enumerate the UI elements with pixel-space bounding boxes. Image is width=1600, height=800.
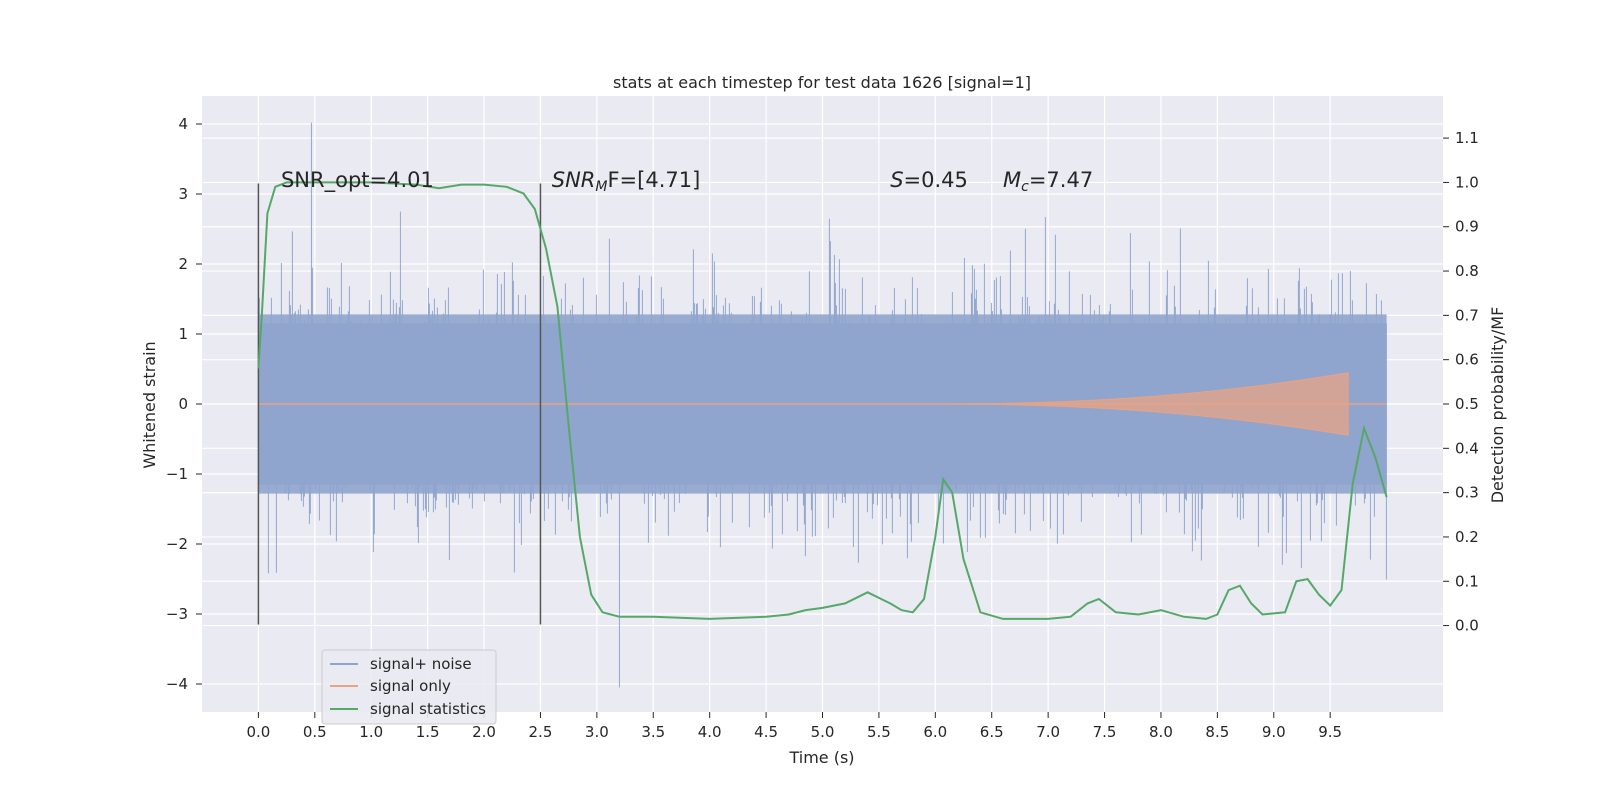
left-axis-ticks: 4 3 2 1 0 −1 −2 −3 −4 bbox=[166, 115, 202, 693]
annotation-snr-mf: SNRMF=[4.71] bbox=[552, 168, 701, 195]
annotation-s-param: S=0.45 bbox=[890, 168, 968, 192]
x-tick-label-14: 7.0 bbox=[1036, 723, 1060, 741]
x-axis-ticks: 0.0 0.5 1.0 1.5 2.0 2.5 3.0 3.5 4.0 4.5 5.0 5.5 6.0 6… bbox=[246, 712, 1342, 741]
right-tick-label-1: 1.0 bbox=[1455, 173, 1479, 191]
x-tick-label-13: 6.5 bbox=[980, 723, 1004, 741]
x-tick-label-4: 2.0 bbox=[472, 723, 496, 741]
x-tick-label-18: 9.0 bbox=[1262, 723, 1286, 741]
x-tick-label-11: 5.5 bbox=[867, 723, 891, 741]
x-tick-label-12: 6.0 bbox=[923, 723, 947, 741]
legend-label-signal-only: signal only bbox=[370, 677, 451, 695]
right-axis-ticks: 1.1 1.0 0.9 0.8 0.7 0.6 0.5 0.4 0.3 0.2 0.1 0.0 bbox=[1443, 129, 1479, 635]
right-tick-label-5: 0.6 bbox=[1455, 351, 1479, 369]
left-tick-label-0: 4 bbox=[178, 115, 188, 133]
x-tick-label-15: 7.5 bbox=[1093, 723, 1117, 741]
legend: signal+ noise signal only signal statist… bbox=[321, 649, 497, 725]
x-tick-label-9: 4.5 bbox=[754, 723, 778, 741]
left-tick-label-3: 1 bbox=[178, 325, 188, 343]
legend-label-signal-statistics: signal statistics bbox=[370, 700, 486, 718]
y-axis-label-right: Detection probability/MF bbox=[1488, 307, 1507, 504]
left-tick-label-1: 3 bbox=[178, 185, 188, 203]
x-tick-label-1: 0.5 bbox=[303, 723, 327, 741]
legend-box bbox=[321, 649, 497, 725]
x-tick-label-2: 1.0 bbox=[359, 723, 383, 741]
left-tick-label-5: −1 bbox=[166, 465, 188, 483]
legend-label-signal-plus-noise: signal+ noise bbox=[370, 655, 472, 673]
x-tick-label-17: 8.5 bbox=[1205, 723, 1229, 741]
right-tick-label-9: 0.2 bbox=[1455, 528, 1479, 546]
right-tick-label-2: 0.9 bbox=[1455, 218, 1479, 236]
right-tick-label-0: 1.1 bbox=[1455, 129, 1479, 147]
right-tick-label-10: 0.1 bbox=[1455, 572, 1479, 590]
chart-title: stats at each timestep for test data 162… bbox=[613, 73, 1031, 92]
right-tick-label-3: 0.8 bbox=[1455, 262, 1479, 280]
left-tick-label-4: 0 bbox=[178, 395, 188, 413]
x-tick-label-0: 0.0 bbox=[246, 723, 270, 741]
right-tick-label-6: 0.5 bbox=[1455, 395, 1479, 413]
left-tick-label-8: −4 bbox=[166, 675, 188, 693]
x-tick-label-10: 5.0 bbox=[811, 723, 835, 741]
left-tick-label-2: 2 bbox=[178, 255, 188, 273]
annotation-snr-opt: SNR_opt=4.01 bbox=[281, 168, 434, 193]
right-tick-label-11: 0.0 bbox=[1455, 617, 1479, 635]
annotation-mc-param: Mc=7.47 bbox=[1003, 168, 1093, 195]
series-signal-statistics bbox=[257, 181, 1388, 620]
right-tick-label-4: 0.7 bbox=[1455, 306, 1479, 324]
vertical-markers bbox=[257, 183, 542, 625]
x-tick-label-19: 9.5 bbox=[1318, 723, 1342, 741]
x-tick-label-5: 2.5 bbox=[529, 723, 553, 741]
left-tick-label-6: −2 bbox=[166, 535, 188, 553]
y-axis-label-left: Whitened strain bbox=[140, 341, 159, 468]
x-tick-label-3: 1.5 bbox=[416, 723, 440, 741]
x-axis-label: Time (s) bbox=[788, 748, 854, 767]
right-tick-label-7: 0.4 bbox=[1455, 439, 1479, 457]
x-tick-label-16: 8.0 bbox=[1149, 723, 1173, 741]
x-tick-label-6: 3.0 bbox=[585, 723, 609, 741]
x-tick-label-7: 3.5 bbox=[641, 723, 665, 741]
right-tick-label-8: 0.3 bbox=[1455, 484, 1479, 502]
left-tick-label-7: −3 bbox=[166, 605, 188, 623]
x-tick-label-8: 4.0 bbox=[698, 723, 722, 741]
